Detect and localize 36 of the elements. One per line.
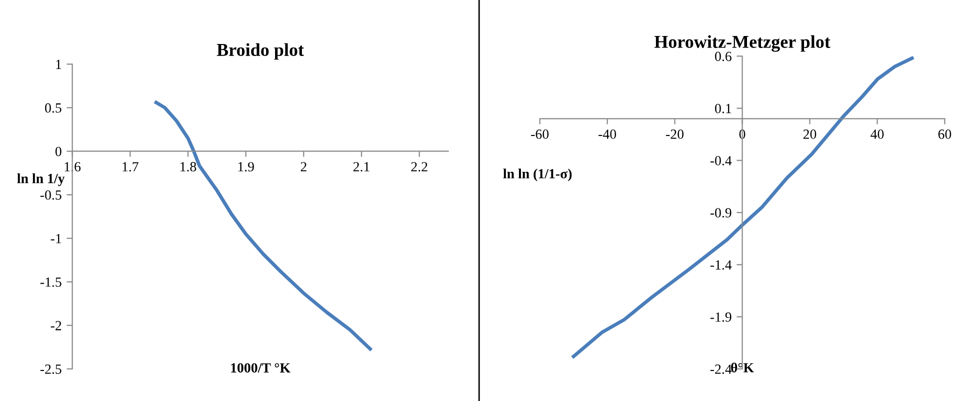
y-tick-label: -0.9 — [710, 208, 732, 218]
x-tick-label: 2 — [300, 162, 306, 172]
x-tick-label: -20 — [666, 130, 684, 139]
x-tick-label: 20 — [803, 130, 816, 139]
chart-title: Broido plot — [216, 43, 304, 60]
x-tick-label: 2.2 — [411, 162, 428, 172]
x-tick-label: 60 — [938, 130, 952, 139]
x-tick-label: -40 — [598, 130, 616, 139]
x-tick-label: 1.6 — [64, 162, 81, 172]
line-series — [154, 100, 372, 351]
y-tick-label: -0.5 — [40, 190, 62, 200]
y-axis-title: ln ln (1/1-σ) — [503, 168, 572, 182]
x-tick-label: 1.7 — [122, 162, 138, 172]
y-tick-label: -1.5 — [40, 277, 62, 287]
y-tick-label: -1.9 — [710, 312, 732, 322]
y-tick-label: -0.4 — [710, 156, 732, 166]
x-tick-label: 40 — [870, 130, 884, 139]
y-tick-label: -2 — [50, 321, 62, 330]
y-tick-label: 1 — [56, 60, 62, 69]
x-axis-title: 1000/T °K — [231, 363, 290, 373]
y-tick-label: -1.4 — [710, 260, 732, 270]
x-tick-label: 1.9 — [238, 162, 254, 172]
x-tick-label: 0 — [739, 130, 746, 139]
y-tick-label: 0.5 — [45, 103, 62, 113]
y-tick-label: -2.4 — [710, 364, 732, 374]
x-tick-label: 2.1 — [353, 162, 370, 172]
y-tick-label: 0.6 — [715, 52, 732, 62]
x-axis-title: θ°K — [731, 362, 754, 372]
y-tick-label: -2.5 — [40, 364, 62, 374]
y-tick-label: -1 — [50, 234, 62, 244]
y-tick-label: 0 — [55, 146, 62, 156]
chart-title: Horowitz-Metzger plot — [654, 35, 830, 52]
x-tick-label: 1.8 — [180, 162, 196, 172]
x-tick-label: -60 — [531, 130, 549, 139]
y-axis-title: ln ln 1/y — [17, 173, 65, 186]
y-tick-label: 0.1 — [715, 104, 732, 114]
